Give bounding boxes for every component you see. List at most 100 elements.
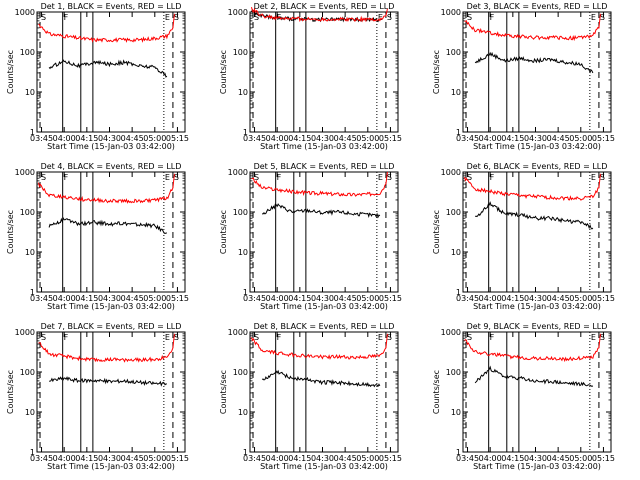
- chart-panel-det-4: Det 4, BLACK = Events, RED = LLD 1 10 100 10…: [6, 162, 189, 311]
- series-line-lld: [464, 333, 601, 363]
- chart-panel-det-3: Det 3, BLACK = Events, RED = LLD 1 10 100 10…: [432, 2, 615, 151]
- x-tick-label: 04:30: [524, 134, 547, 143]
- y-tick-label: 10: [451, 88, 461, 97]
- x-tick-label: 04:15: [501, 294, 524, 303]
- x-tick-label: 05:15: [166, 134, 189, 143]
- x-tick-label: 04:30: [98, 454, 121, 463]
- x-tick-label: 04:45: [334, 134, 357, 143]
- marker-label: S: [387, 173, 392, 182]
- chart-title: Det 8, BLACK = Events, RED = LLD: [254, 322, 395, 331]
- y-tick-label: 1000: [228, 168, 248, 177]
- y-axis-label: Counts/sec: [6, 370, 15, 414]
- plot-frame: [249, 331, 399, 453]
- y-axis-label: Counts/sec: [432, 370, 441, 414]
- x-tick-label: 04:00: [266, 134, 289, 143]
- y-tick-label: 10: [238, 248, 248, 257]
- y-axis-label: Counts/sec: [6, 210, 15, 254]
- y-tick-label: 10: [238, 88, 248, 97]
- marker-label: S: [467, 173, 472, 182]
- chart-title: Det 1, BLACK = Events, RED = LLD: [41, 2, 182, 11]
- x-axis-label: Start Time (15-Jan-03 03:42:00): [473, 462, 601, 471]
- y-tick-label: 10: [25, 88, 35, 97]
- x-axis-label: Start Time (15-Jan-03 03:42:00): [260, 302, 388, 311]
- marker-label: E: [591, 333, 596, 342]
- series-line-lld: [464, 173, 601, 201]
- plot-frame: [462, 331, 612, 453]
- x-tick-label: 03:45: [30, 294, 53, 303]
- marker-label: F: [64, 173, 69, 182]
- marker-label: F: [490, 173, 495, 182]
- y-tick-label: 100: [233, 208, 248, 217]
- x-axis-label: Start Time (15-Jan-03 03:42:00): [260, 142, 388, 151]
- x-tick-label: 03:45: [456, 134, 479, 143]
- y-axis-label: Counts/sec: [219, 50, 228, 94]
- x-tick-label: 04:00: [266, 294, 289, 303]
- x-tick-label: 05:15: [592, 134, 615, 143]
- plot-frame: [249, 11, 399, 133]
- y-axis-label: Counts/sec: [6, 50, 15, 94]
- series-line-events: [474, 365, 594, 387]
- x-tick-label: 04:30: [524, 454, 547, 463]
- x-tick-label: 04:00: [479, 134, 502, 143]
- x-tick-label: 05:00: [356, 454, 379, 463]
- x-axis-label: Start Time (15-Jan-03 03:42:00): [47, 142, 175, 151]
- y-tick-label: 1000: [15, 8, 35, 17]
- marker-label: F: [277, 173, 282, 182]
- marker-label: E: [378, 13, 383, 22]
- marker-label: E: [591, 173, 596, 182]
- marker-label: S: [467, 13, 472, 22]
- series-line-events: [261, 369, 381, 388]
- x-tick-label: 04:30: [311, 454, 334, 463]
- chart-title: Det 7, BLACK = Events, RED = LLD: [41, 322, 182, 331]
- x-tick-label: 04:45: [547, 294, 570, 303]
- series-line-events: [48, 216, 167, 235]
- y-tick-label: 100: [446, 48, 461, 57]
- marker-label: F: [64, 333, 69, 342]
- marker-label: F: [490, 333, 495, 342]
- marker-label: S: [174, 13, 179, 22]
- y-tick-label: 1: [243, 288, 248, 297]
- chart-title: Det 6, BLACK = Events, RED = LLD: [467, 162, 608, 171]
- x-tick-label: 05:15: [379, 294, 402, 303]
- y-axis-label: Counts/sec: [219, 210, 228, 254]
- marker-label: S: [254, 173, 259, 182]
- x-tick-label: 04:30: [98, 294, 121, 303]
- y-tick-label: 1: [243, 128, 248, 137]
- x-tick-label: 05:00: [569, 134, 592, 143]
- x-tick-label: 04:45: [334, 294, 357, 303]
- chart-title: Det 9, BLACK = Events, RED = LLD: [467, 322, 608, 331]
- marker-label: S: [41, 13, 46, 22]
- marker-label: S: [254, 13, 259, 22]
- x-tick-label: 04:00: [266, 454, 289, 463]
- x-tick-label: 04:45: [121, 134, 144, 143]
- y-tick-label: 1: [30, 448, 35, 457]
- plot-frame: [462, 171, 612, 293]
- y-tick-label: 1000: [441, 8, 461, 17]
- marker-label: E: [378, 333, 383, 342]
- series-line-lld: [464, 13, 601, 42]
- chart-panel-det-6: Det 6, BLACK = Events, RED = LLD 1 10 100 10…: [432, 162, 615, 311]
- marker-label: S: [41, 333, 46, 342]
- series-line-events: [474, 51, 594, 74]
- x-tick-label: 05:15: [166, 454, 189, 463]
- y-tick-label: 1000: [15, 168, 35, 177]
- y-tick-label: 10: [25, 408, 35, 417]
- x-tick-label: 04:45: [547, 134, 570, 143]
- y-tick-label: 1000: [441, 328, 461, 337]
- y-tick-label: 1: [456, 128, 461, 137]
- series-line-lld: [251, 7, 388, 23]
- x-tick-label: 04:15: [288, 294, 311, 303]
- marker-label: E: [165, 13, 170, 22]
- series-line-lld: [251, 171, 388, 197]
- x-tick-label: 03:45: [456, 294, 479, 303]
- series-line-events: [48, 59, 168, 78]
- x-tick-label: 04:00: [479, 294, 502, 303]
- y-tick-label: 10: [25, 248, 35, 257]
- x-tick-label: 05:00: [356, 134, 379, 143]
- marker-label: E: [165, 333, 170, 342]
- plot-frame: [249, 171, 399, 293]
- marker-label: E: [591, 13, 596, 22]
- series-line-events: [261, 203, 381, 219]
- x-axis-label: Start Time (15-Jan-03 03:42:00): [47, 302, 175, 311]
- x-tick-label: 05:15: [592, 294, 615, 303]
